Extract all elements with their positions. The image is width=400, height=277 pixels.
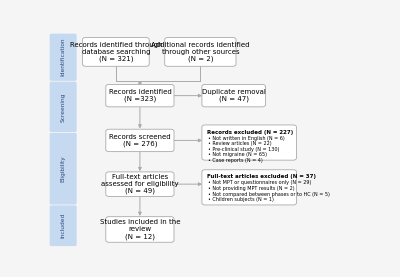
FancyBboxPatch shape: [202, 84, 266, 107]
Text: Additional records identified
through other sources
(N = 2): Additional records identified through ot…: [151, 42, 250, 62]
Text: Eligibility: Eligibility: [61, 155, 66, 182]
Text: • Case reports (N = 4): • Case reports (N = 4): [208, 158, 263, 163]
FancyBboxPatch shape: [106, 129, 174, 152]
Text: Identification: Identification: [61, 38, 66, 76]
FancyBboxPatch shape: [106, 217, 174, 242]
Text: Records screened
(N = 276): Records screened (N = 276): [109, 134, 171, 147]
FancyBboxPatch shape: [165, 37, 236, 66]
Text: • Not compared between phases or to HC (N = 5): • Not compared between phases or to HC (…: [208, 191, 330, 196]
Text: Records identified
(N =323): Records identified (N =323): [108, 89, 171, 102]
FancyBboxPatch shape: [50, 205, 77, 246]
Text: Duplicate removal
(N = 47): Duplicate removal (N = 47): [202, 89, 266, 102]
Text: Records excluded (N = 227): Records excluded (N = 227): [208, 130, 294, 135]
FancyBboxPatch shape: [50, 34, 77, 81]
Text: Full-text articles
assessed for eligibility
(N = 49): Full-text articles assessed for eligibil…: [101, 174, 179, 194]
Text: • Not MPT or questionnaires only (N = 29): • Not MPT or questionnaires only (N = 29…: [208, 180, 311, 185]
Text: Screening: Screening: [61, 92, 66, 122]
Text: Included: Included: [61, 213, 66, 238]
Text: Records identified through
database searching
(N = 321): Records identified through database sear…: [70, 42, 162, 62]
FancyBboxPatch shape: [106, 172, 174, 196]
FancyBboxPatch shape: [202, 125, 296, 160]
FancyBboxPatch shape: [50, 133, 77, 204]
Text: • Not migraine (N = 65): • Not migraine (N = 65): [208, 152, 267, 157]
Text: • Not written in English (N = 6): • Not written in English (N = 6): [208, 136, 285, 141]
Text: Full-text articles excluded (N = 37): Full-text articles excluded (N = 37): [208, 175, 316, 179]
FancyBboxPatch shape: [106, 84, 174, 107]
Text: • Pre-clinical study (N = 130): • Pre-clinical study (N = 130): [208, 147, 280, 152]
Text: • Review articles (N = 22): • Review articles (N = 22): [208, 141, 272, 146]
Text: • Not providing MPT results (N = 2): • Not providing MPT results (N = 2): [208, 186, 295, 191]
Text: • Children subjects (N = 1): • Children subjects (N = 1): [208, 197, 274, 202]
FancyBboxPatch shape: [50, 82, 77, 132]
Text: Studies included in the
review
(N = 12): Studies included in the review (N = 12): [100, 219, 180, 240]
FancyBboxPatch shape: [202, 170, 296, 205]
FancyBboxPatch shape: [82, 37, 149, 66]
